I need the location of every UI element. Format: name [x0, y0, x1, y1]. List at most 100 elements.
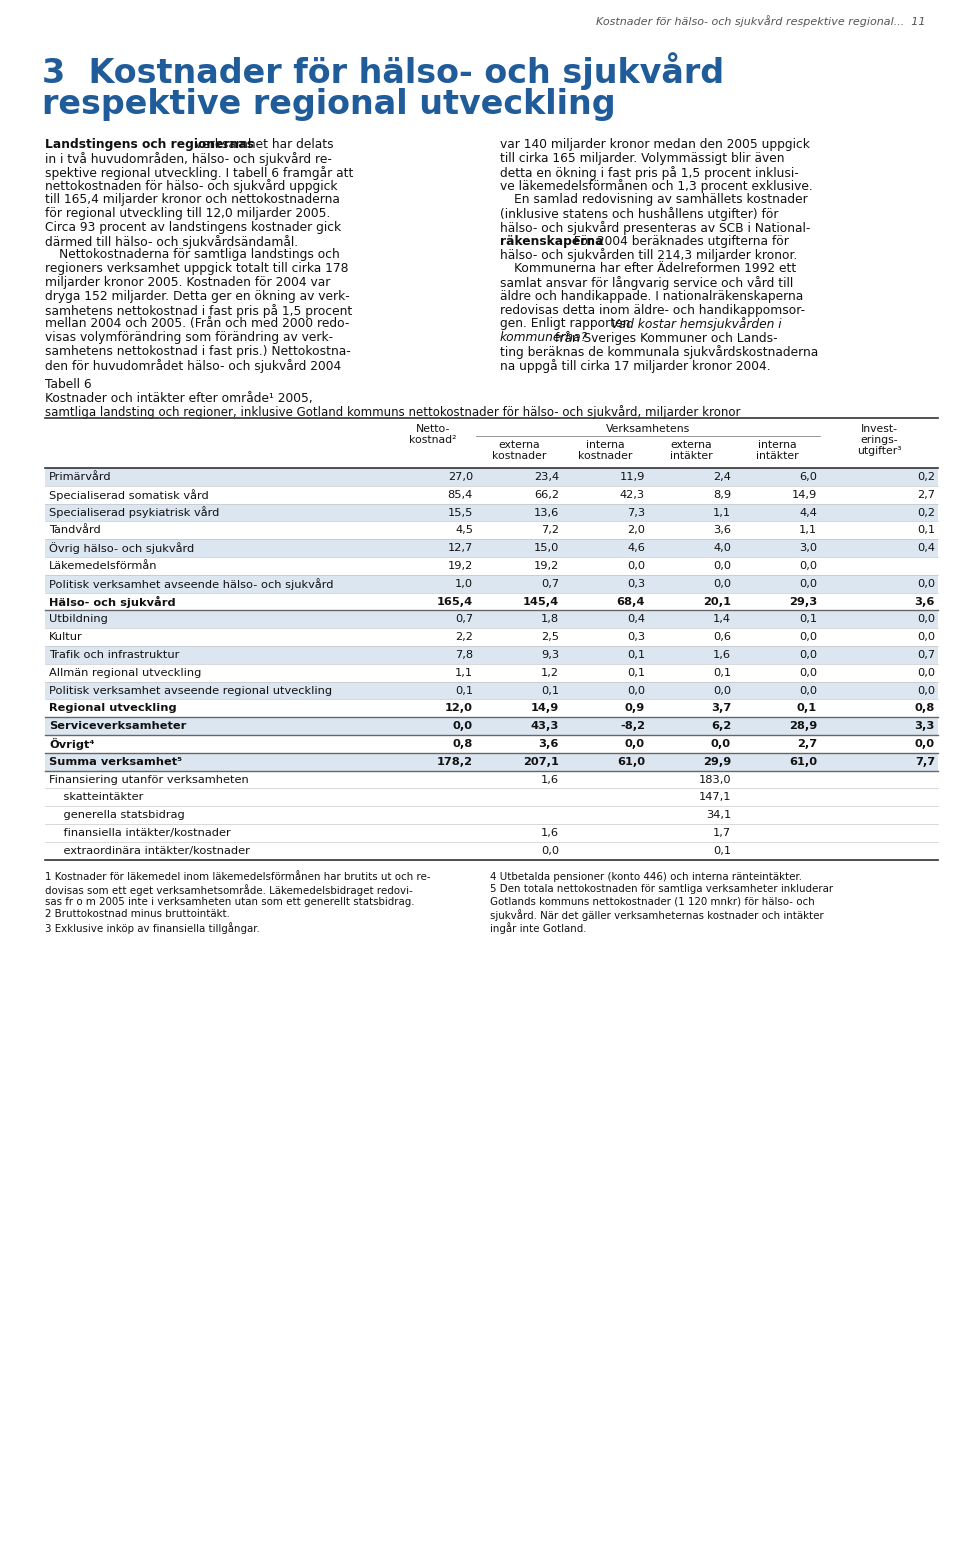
- Text: 1 Kostnader för läkemedel inom läkemedelsförmånen har brutits ut och re-: 1 Kostnader för läkemedel inom läkemedel…: [45, 872, 431, 881]
- Text: 14,9: 14,9: [792, 490, 817, 500]
- Text: 3,7: 3,7: [710, 704, 731, 713]
- Text: kostnader: kostnader: [492, 452, 546, 461]
- Text: Kommunerna har efter Ädelreformen 1992 ett: Kommunerna har efter Ädelreformen 1992 e…: [514, 262, 796, 276]
- Text: 9,3: 9,3: [540, 649, 559, 660]
- Text: 0,1: 0,1: [455, 685, 473, 696]
- Text: 0,0: 0,0: [799, 632, 817, 641]
- Text: 178,2: 178,2: [437, 757, 473, 766]
- Text: 0,0: 0,0: [799, 579, 817, 589]
- Text: 3,6: 3,6: [713, 525, 731, 536]
- Text: 0,0: 0,0: [713, 579, 731, 589]
- Text: 14,9: 14,9: [531, 704, 559, 713]
- Text: regioners verksamhet uppgick totalt till cirka 178: regioners verksamhet uppgick totalt till…: [45, 262, 348, 276]
- Text: erings-: erings-: [860, 434, 898, 445]
- Text: hälso- och sjukvården till 214,3 miljarder kronor.: hälso- och sjukvården till 214,3 miljard…: [500, 249, 798, 263]
- Text: 3 Exklusive inköp av finansiella tillgångar.: 3 Exklusive inköp av finansiella tillgån…: [45, 922, 260, 934]
- Bar: [45, 539, 938, 557]
- Text: miljarder kronor 2005. Kostnaden för 2004 var: miljarder kronor 2005. Kostnaden för 200…: [45, 276, 330, 290]
- Bar: [45, 752, 938, 771]
- Text: 66,2: 66,2: [534, 490, 559, 500]
- Text: Regional utveckling: Regional utveckling: [49, 704, 177, 713]
- Text: 1,0: 1,0: [455, 579, 473, 589]
- Text: 2 Bruttokostnad minus bruttointäkt.: 2 Bruttokostnad minus bruttointäkt.: [45, 909, 229, 919]
- Text: samlat ansvar för långvarig service och vård till: samlat ansvar för långvarig service och …: [500, 276, 793, 290]
- Text: samhetens nettokostnad i fast pris på 1,5 procent: samhetens nettokostnad i fast pris på 1,…: [45, 304, 352, 318]
- Text: 20,1: 20,1: [703, 596, 731, 607]
- Text: 29,3: 29,3: [789, 596, 817, 607]
- Text: 5 Den totala nettokostnaden för samtliga verksamheter inkluderar: 5 Den totala nettokostnaden för samtliga…: [490, 884, 833, 894]
- Text: 0,4: 0,4: [627, 615, 645, 624]
- Text: 0,3: 0,3: [627, 632, 645, 641]
- Text: Övrig hälso- och sjukvård: Övrig hälso- och sjukvård: [49, 542, 194, 554]
- Text: 61,0: 61,0: [617, 757, 645, 766]
- Text: Kultur: Kultur: [49, 632, 83, 641]
- Text: Landstingens och regionernas: Landstingens och regionernas: [45, 139, 254, 151]
- Text: generella statsbidrag: generella statsbidrag: [49, 810, 184, 821]
- Text: ve läkemedelsförmånen och 1,3 procent exklusive.: ve läkemedelsförmånen och 1,3 procent ex…: [500, 179, 813, 193]
- Text: visas volymförändring som förändring av verk-: visas volymförändring som förändring av …: [45, 332, 333, 344]
- Text: redovisas detta inom äldre- och handikappomsor-: redovisas detta inom äldre- och handikap…: [500, 304, 805, 316]
- Text: 0,0: 0,0: [917, 668, 935, 677]
- Text: respektive regional utveckling: respektive regional utveckling: [42, 89, 615, 121]
- Text: 1,1: 1,1: [713, 508, 731, 517]
- Text: Circa 93 procent av landstingens kostnader gick: Circa 93 procent av landstingens kostnad…: [45, 221, 341, 234]
- Text: 0,0: 0,0: [453, 721, 473, 732]
- Text: 0,0: 0,0: [713, 561, 731, 571]
- Text: 1,6: 1,6: [541, 828, 559, 838]
- Text: kommunerna?: kommunerna?: [500, 332, 588, 344]
- Text: extraordinära intäkter/kostnader: extraordinära intäkter/kostnader: [49, 845, 250, 856]
- Text: 34,1: 34,1: [706, 810, 731, 821]
- Text: ingår inte Gotland.: ingår inte Gotland.: [490, 922, 587, 934]
- Text: 0,7: 0,7: [540, 579, 559, 589]
- Text: 0,0: 0,0: [540, 845, 559, 856]
- Text: därmed till hälso- och sjukvårdsändamål.: därmed till hälso- och sjukvårdsändamål.: [45, 235, 299, 249]
- Text: interna: interna: [757, 441, 796, 450]
- Text: 11,9: 11,9: [619, 472, 645, 483]
- Text: 0,2: 0,2: [917, 508, 935, 517]
- Bar: [45, 718, 938, 735]
- Bar: [45, 610, 938, 627]
- Text: Invest-: Invest-: [860, 424, 898, 434]
- Text: 19,2: 19,2: [534, 561, 559, 571]
- Text: 0,3: 0,3: [627, 579, 645, 589]
- Text: finansiella intäkter/kostnader: finansiella intäkter/kostnader: [49, 828, 230, 838]
- Text: samhetens nettokostnad i fast pris.) Nettokostna-: samhetens nettokostnad i fast pris.) Net…: [45, 346, 350, 358]
- Text: na uppgå till cirka 17 miljarder kronor 2004.: na uppgå till cirka 17 miljarder kronor …: [500, 358, 771, 372]
- Text: 3,3: 3,3: [915, 721, 935, 732]
- Bar: [45, 469, 938, 486]
- Text: 2,7: 2,7: [917, 490, 935, 500]
- Text: 4,6: 4,6: [627, 543, 645, 553]
- Text: Gotlands kommuns nettokostnader (1 120 mnkr) för hälso- och: Gotlands kommuns nettokostnader (1 120 m…: [490, 897, 815, 906]
- Text: 19,2: 19,2: [447, 561, 473, 571]
- Text: 3,0: 3,0: [799, 543, 817, 553]
- Text: ting beräknas de kommunala sjukvårdskostnaderna: ting beräknas de kommunala sjukvårdskost…: [500, 346, 818, 360]
- Text: En samlad redovisning av samhällets kostnader: En samlad redovisning av samhällets kost…: [514, 193, 807, 206]
- Text: 0,0: 0,0: [917, 615, 935, 624]
- Text: Verksamhetens: Verksamhetens: [606, 424, 690, 434]
- Text: 0,1: 0,1: [627, 668, 645, 677]
- Text: . För 2004 beräknades utgifterna för: . För 2004 beräknades utgifterna för: [565, 235, 788, 248]
- Text: in i två huvudområden, hälso- och sjukvård re-: in i två huvudområden, hälso- och sjukvå…: [45, 151, 332, 165]
- Text: 0,1: 0,1: [917, 525, 935, 536]
- Text: 0,0: 0,0: [917, 685, 935, 696]
- Text: 0,0: 0,0: [627, 561, 645, 571]
- Text: 7,3: 7,3: [627, 508, 645, 517]
- Text: 12,7: 12,7: [447, 543, 473, 553]
- Text: Finansiering utanför verksamheten: Finansiering utanför verksamheten: [49, 774, 249, 785]
- Text: Övrigt⁴: Övrigt⁴: [49, 738, 94, 750]
- Text: 0,9: 0,9: [625, 704, 645, 713]
- Text: 0,7: 0,7: [917, 649, 935, 660]
- Text: Specialiserad somatisk vård: Specialiserad somatisk vård: [49, 489, 208, 501]
- Text: dryga 152 miljarder. Detta ger en ökning av verk-: dryga 152 miljarder. Detta ger en ökning…: [45, 290, 349, 302]
- Text: 1,6: 1,6: [541, 774, 559, 785]
- Text: från Sveriges Kommuner och Lands-: från Sveriges Kommuner och Lands-: [551, 332, 778, 346]
- Text: 0,0: 0,0: [915, 740, 935, 749]
- Text: 0,0: 0,0: [799, 685, 817, 696]
- Text: Utbildning: Utbildning: [49, 615, 108, 624]
- Text: 1,8: 1,8: [540, 615, 559, 624]
- Text: 23,4: 23,4: [534, 472, 559, 483]
- Text: Kostnader och intäkter efter område¹ 2005,: Kostnader och intäkter efter område¹ 200…: [45, 392, 313, 405]
- Text: 0,7: 0,7: [455, 615, 473, 624]
- Text: spektive regional utveckling. I tabell 6 framgår att: spektive regional utveckling. I tabell 6…: [45, 165, 353, 179]
- Text: 68,4: 68,4: [616, 596, 645, 607]
